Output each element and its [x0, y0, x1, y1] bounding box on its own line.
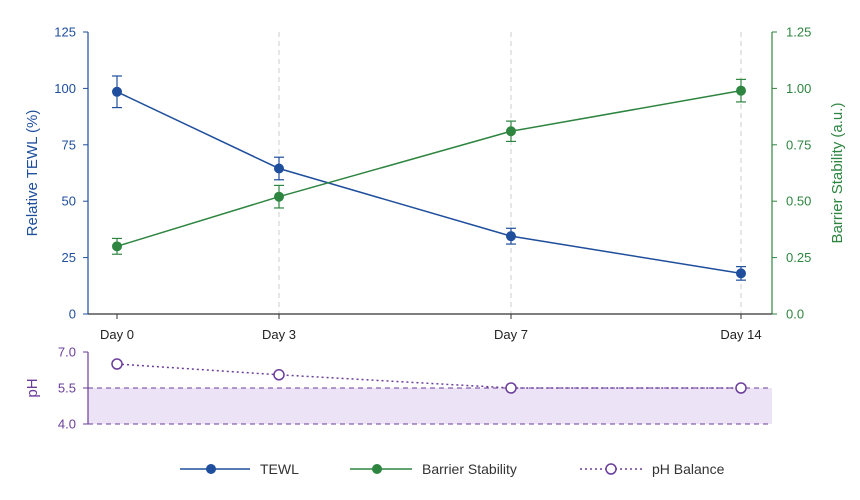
right-tick-label: 1.25 — [786, 25, 811, 40]
left-tick-label: 50 — [62, 194, 76, 209]
data-point — [274, 163, 284, 174]
data-point — [506, 126, 516, 137]
ph-axis-title: pH — [24, 378, 41, 397]
right-tick-label: 0.75 — [786, 137, 811, 152]
data-point — [112, 241, 122, 252]
legend-marker — [206, 464, 216, 474]
data-point — [505, 382, 517, 394]
data-point — [735, 382, 747, 394]
right-tick-label: 1.00 — [786, 81, 811, 96]
x-tick-label: Day 0 — [100, 327, 134, 342]
left-tick-label: 0 — [69, 307, 76, 322]
left-tick-label: 75 — [62, 137, 76, 152]
ph-tick-label: 5.5 — [58, 381, 76, 396]
legend-label: Barrier Stability — [422, 461, 517, 477]
data-point — [274, 191, 284, 202]
series-tewl — [112, 75, 746, 281]
series-group — [111, 75, 747, 394]
ph-band — [88, 387, 772, 425]
legend-marker — [605, 463, 617, 475]
x-tick-label: Day 3 — [262, 327, 296, 342]
series-line — [116, 91, 742, 275]
legend-label: TEWL — [260, 461, 299, 477]
left-tick-label: 25 — [62, 250, 76, 265]
ph-range-band — [88, 388, 772, 424]
x-tick-label: Day 14 — [720, 327, 761, 342]
legend: TEWL Barrier Stability pH Balance — [180, 461, 725, 477]
series-barrier-stability — [112, 78, 746, 255]
data-point — [506, 231, 516, 242]
data-point — [736, 268, 746, 279]
left-tick-label: 100 — [54, 81, 76, 96]
data-point — [112, 86, 122, 97]
tick-labels: 0 25 50 75 100 125 0.0 0.25 0.50 0.75 1.00 1.25 Day … — [24, 25, 846, 432]
y-axis-right-title: Barrier Stability (a.u.) — [829, 103, 846, 244]
data-point — [736, 85, 746, 96]
ph-tick-label: 7.0 — [58, 345, 76, 360]
data-point — [111, 358, 123, 370]
legend-item-tewl: TEWL — [180, 461, 299, 477]
series-ph-balance — [111, 358, 747, 394]
legend-label: pH Balance — [652, 461, 725, 477]
series-line — [116, 89, 742, 248]
left-tick-label: 125 — [54, 25, 76, 40]
x-tick-label: Day 7 — [494, 327, 528, 342]
right-tick-label: 0.50 — [786, 194, 811, 209]
y-axis-title: Relative TEWL (%) — [24, 110, 41, 237]
ph-tick-label: 4.0 — [58, 417, 76, 432]
legend-item-ph-balance: pH Balance — [580, 461, 725, 477]
legend-item-barrier-stability: Barrier Stability — [350, 461, 517, 477]
vertical-gridlines — [278, 32, 742, 314]
right-tick-label: 0.0 — [786, 307, 804, 322]
axes — [83, 31, 777, 425]
data-point — [273, 369, 285, 381]
legend-marker — [372, 464, 382, 474]
right-tick-label: 0.25 — [786, 250, 811, 265]
series-line — [116, 363, 741, 389]
